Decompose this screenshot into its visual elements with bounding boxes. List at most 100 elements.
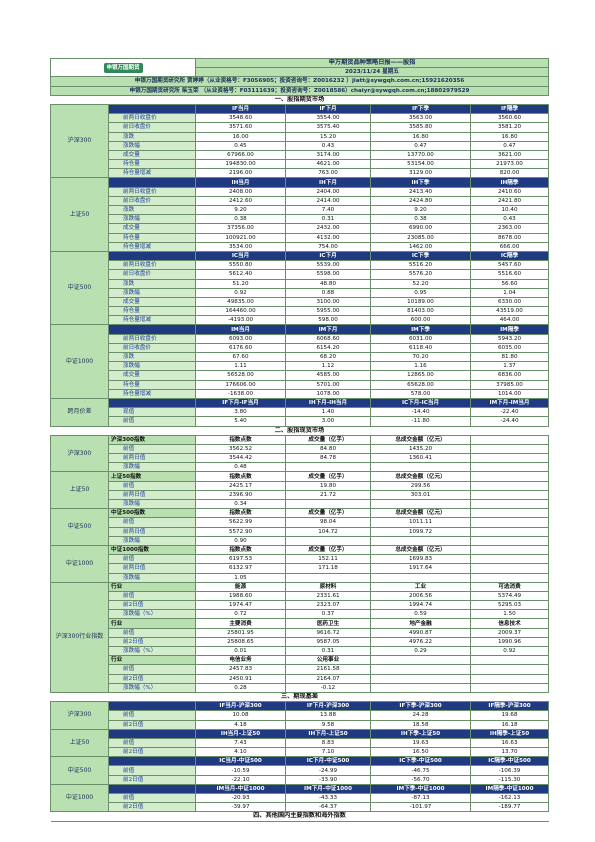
value-cell: -162.13 (470, 792, 550, 804)
group-label: 沪深300 (50, 701, 109, 730)
value-cell: 3544.42 (195, 453, 287, 464)
value-cell: 5457.60 (470, 260, 550, 271)
group-label: 上证50 (50, 728, 109, 758)
value-cell: 5516.60 (470, 269, 550, 280)
header-label (107, 250, 197, 262)
value-cell: 0.29 (370, 645, 472, 657)
row-label: 前2日值 (107, 600, 197, 611)
value-cell: 15.20 (285, 131, 372, 142)
column-header: IH下季 (370, 177, 472, 188)
section-title: 三、期现基差 (50, 691, 549, 703)
value-cell: 21.72 (285, 489, 372, 501)
row-label: 持仓量增减 (107, 168, 197, 179)
row-label: 前日收盘价 (107, 195, 197, 207)
value-cell (470, 682, 550, 693)
table-row: 前值 5.40 3.00 -11.80 -24.40 (51, 416, 550, 427)
value-cell: 2363.00 (470, 223, 550, 234)
value-cell: 763.00 (285, 168, 372, 179)
row-label: 成交量 (107, 296, 197, 308)
value-cell: 0.47 (470, 140, 550, 151)
table-row: 涨跌幅（%） 0.28 -0.12 (51, 682, 550, 693)
value-cell: 2414.00 (285, 195, 372, 207)
value-cell: 1917.64 (370, 563, 472, 574)
value-cell (470, 673, 550, 684)
value-cell: 10189.00 (370, 296, 472, 308)
header-label (107, 177, 197, 188)
value-cell: 2006.56 (370, 590, 472, 602)
table-row: 涨跌幅 1.05 (51, 572, 550, 583)
value-cell: -106.39 (470, 765, 550, 776)
value-cell: 2196.00 (195, 168, 287, 179)
value-cell: -4193.00 (195, 315, 287, 326)
value-cell: 16.00 (195, 131, 287, 142)
table-row: 成交量 49835.00 3100.00 10189.00 6330.00 (51, 296, 550, 308)
value-cell: 52.20 (370, 278, 472, 289)
column-header: IF下月 (285, 103, 372, 115)
table-row: 上证50 IH当月-上证50 IH下月-上证50 IH下季-上证50 IH隔季-上证50 (50, 728, 550, 758)
value-cell: 70.20 (370, 351, 472, 363)
table-row: 上证50 IH当月 IH下月 IH下季 IH隔季 (50, 177, 550, 252)
row-label: 成交量 (107, 223, 197, 234)
row-label: 前日收盘价 (107, 342, 197, 354)
value-cell: 0.38 (195, 214, 287, 225)
value-cell: 100921.00 (195, 232, 287, 243)
value-cell: 3129.00 (370, 168, 472, 179)
group-label: 跨月价差 (50, 397, 109, 427)
column-header: 指数点数 (195, 434, 287, 445)
value-cell: 10.40 (470, 204, 550, 216)
column-header: IH下季-上证50 (370, 728, 472, 739)
row-label: 前两日值 (107, 489, 197, 501)
column-header: 原材料 (285, 581, 372, 592)
value-cell: 5576.20 (370, 269, 472, 280)
value-cell: 6035.00 (470, 342, 550, 354)
value-cell: 16.80 (370, 131, 472, 142)
value-cell: 0.31 (285, 214, 372, 225)
column-header: 指数点数 (195, 544, 287, 556)
table-row: 中证1000 IM当月-中证1000 IM下月-中证1000 IM下季-中证1000 I… (50, 783, 550, 813)
value-cell: 16.50 (370, 747, 472, 758)
table-row: 前值 2457.83 2161.58 (51, 664, 550, 675)
column-header: IM下季 (370, 324, 472, 335)
value-cell: 19.63 (370, 737, 472, 749)
table-row: 涨跌幅 0.45 0.43 0.47 0.47 (51, 140, 550, 151)
row-label: 涨跌幅（%） (107, 645, 197, 657)
row-label: 涨跌 (107, 351, 197, 363)
value-cell: 43519.00 (470, 306, 550, 317)
header-label (107, 324, 197, 335)
row-label: 涨跌幅 (107, 498, 197, 510)
column-header: IM隔季-中证1000 (470, 783, 550, 795)
table-row: 中证500 IC当月-中证500 IC下月-中证500 IC下季-中证500 IC隔季-… (50, 756, 550, 785)
value-cell: -24.99 (285, 765, 372, 776)
table-row: 二、股指现货市场 (50, 425, 549, 436)
column-header: IH隔季-上证50 (470, 728, 550, 739)
table-row: 申银万国期货研究所 贾婷婷（从业资格号：F3056905；投资咨询号：Z0016… (49, 76, 550, 87)
table-row: 成交量 67966.00 3174.00 13770.00 3621.00 (51, 149, 550, 161)
group-label: 中证1000 (50, 783, 109, 813)
value-cell: 176606.00 (195, 379, 287, 390)
column-header (470, 471, 550, 482)
table-row: 前日收盘价 2412.60 2414.00 2424.80 2421.80 (51, 195, 550, 207)
table-row: 中证1000 中证1000指数 指数点数 成交量（亿手） 总成交金额（亿元） (50, 544, 550, 583)
table-row: 中证1000 IM当月 IM下月 IM下季 IM隔季 (50, 324, 550, 399)
column-header: 公用事业 (285, 655, 372, 666)
column-header: IM隔季 (470, 324, 550, 335)
value-cell: 1988.60 (195, 590, 287, 602)
value-cell (470, 453, 550, 464)
table-row: 持仓量 176606.00 5701.00 65628.00 37985.00 (51, 379, 550, 390)
value-cell: 0.47 (370, 140, 472, 151)
row-label: 前两日收盘价 (107, 333, 197, 344)
row-label: 前值 (107, 710, 197, 721)
column-header: IC当月-中证500 (195, 756, 287, 767)
value-cell (470, 498, 550, 510)
value-cell: -115.30 (470, 774, 550, 785)
row-label: 前值 (107, 737, 197, 749)
row-label: 前值 (107, 554, 197, 565)
value-cell: -64.37 (285, 802, 372, 813)
analyst-info: 申银万国期货研究所 柴玉荣 （从业资格号：F03111639；投资咨询号：Z00… (49, 85, 550, 96)
value-cell (470, 572, 550, 583)
value-cell: 5598.00 (285, 269, 372, 280)
column-header: 地产金融 (370, 618, 472, 629)
value-cell: 1.37 (470, 361, 550, 372)
value-cell: 81403.00 (370, 306, 472, 317)
